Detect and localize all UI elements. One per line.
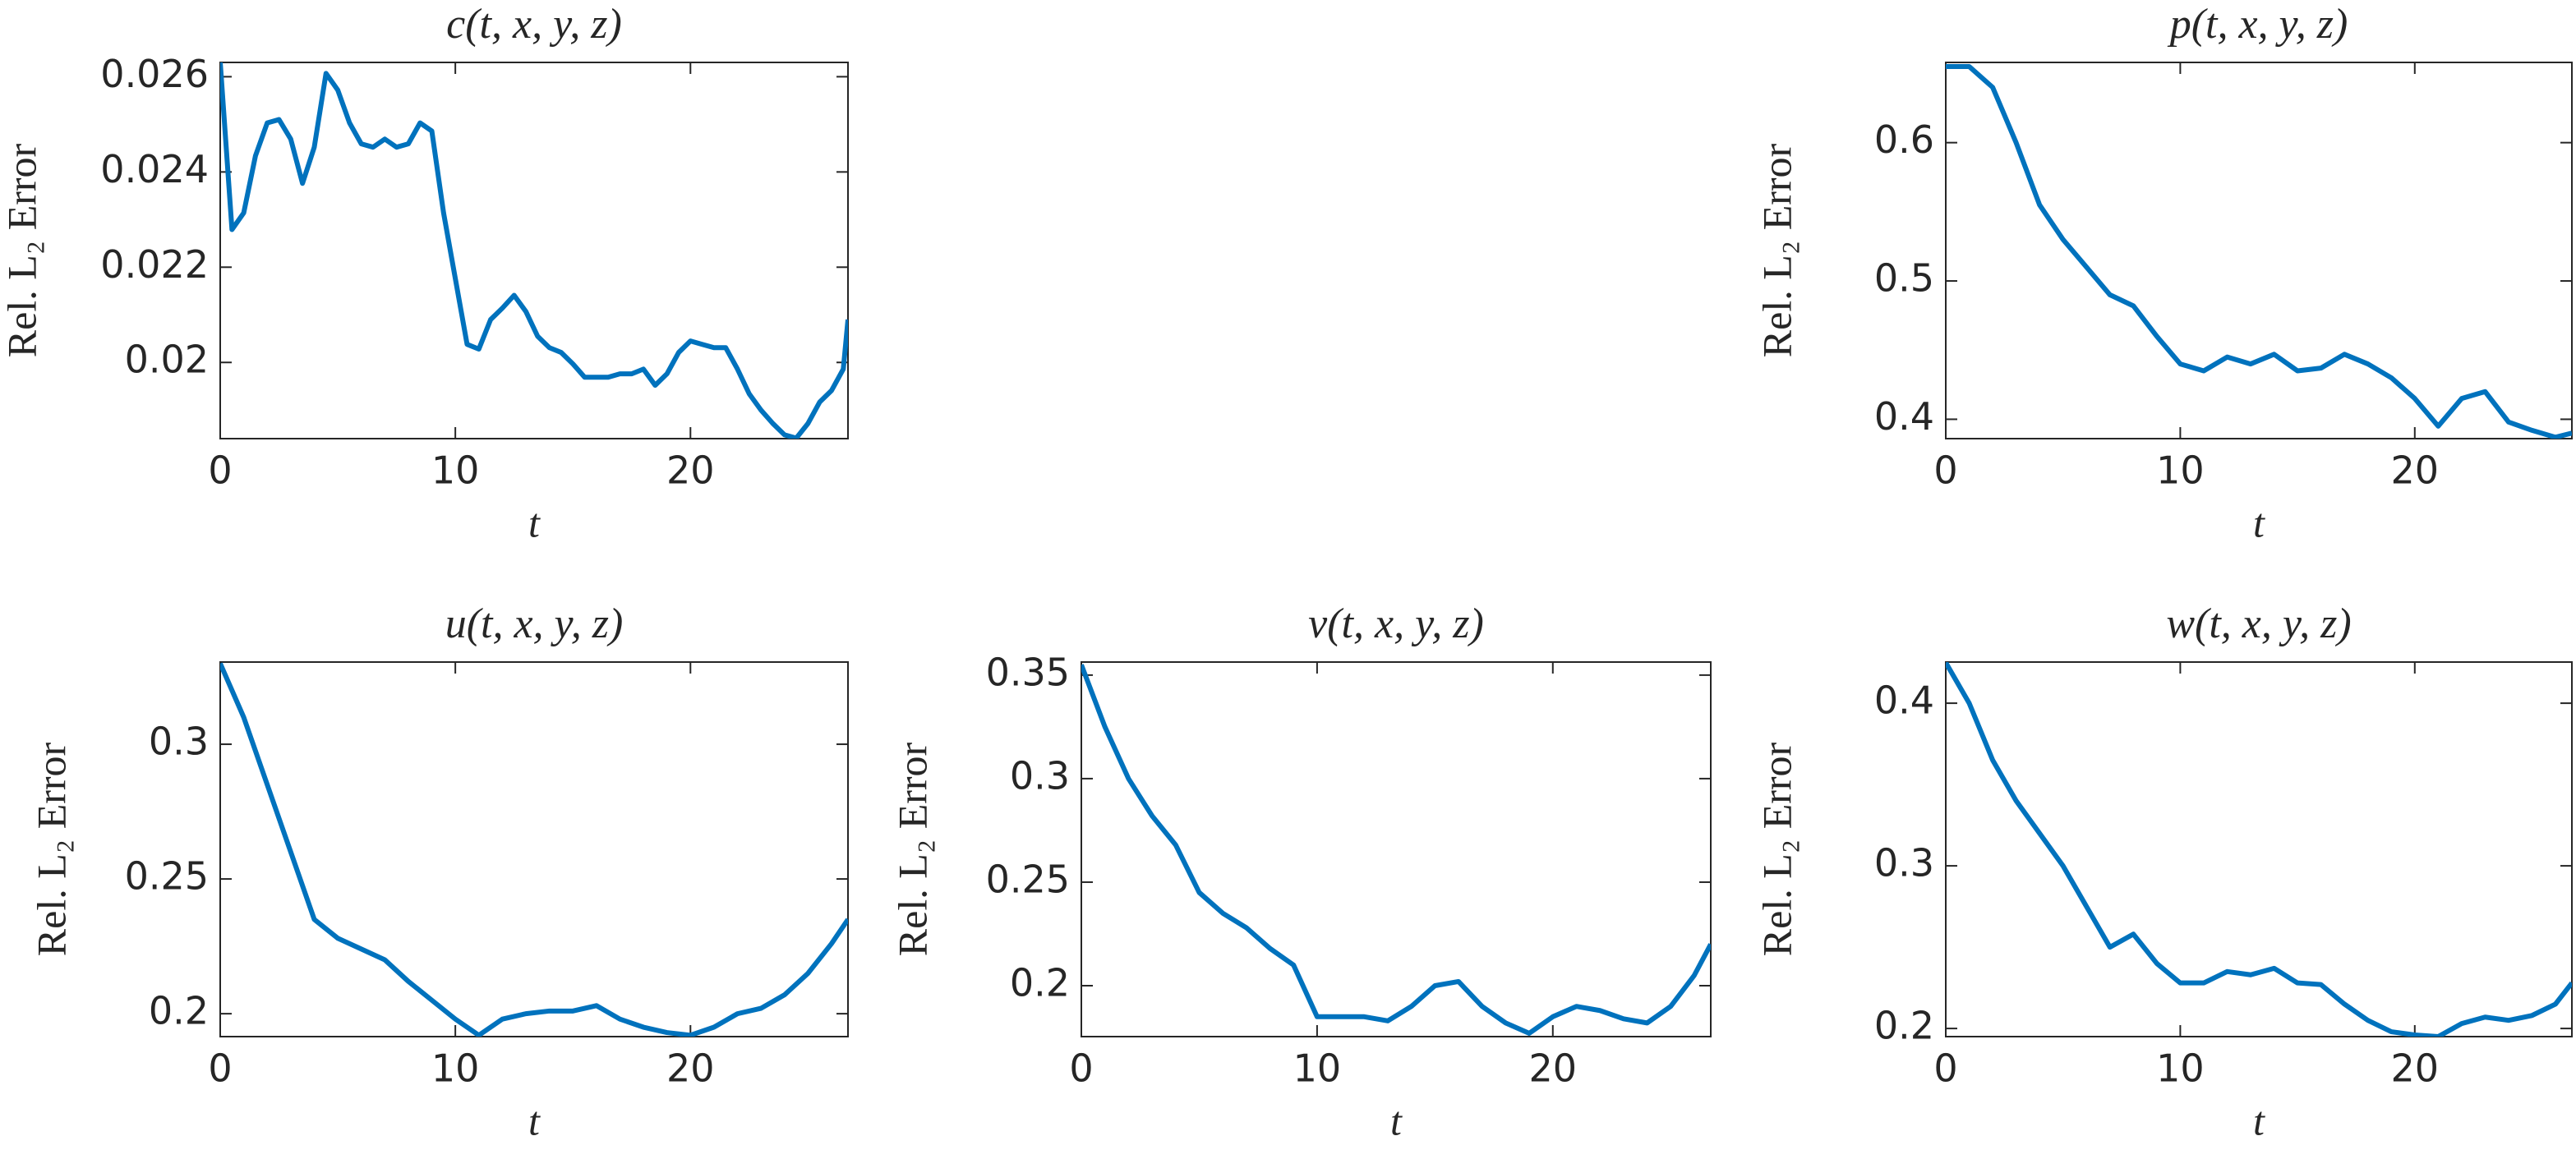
plot-area — [220, 662, 848, 1037]
data-line — [1081, 664, 1711, 1036]
x-tick-label: 10 — [1293, 1046, 1342, 1091]
plot-area — [1946, 662, 2572, 1037]
x-tick-label: 0 — [1933, 448, 1957, 493]
plot-area — [1081, 664, 1711, 1036]
y-tick-label: 0.4 — [1874, 394, 1934, 439]
y-tick-label: 0.5 — [1874, 256, 1934, 301]
axes-box — [219, 661, 849, 1037]
data-line — [220, 62, 848, 439]
x-tick-label: 0 — [1069, 1046, 1093, 1091]
y-tick-label: 0.022 — [100, 242, 209, 287]
x-tick-label: 20 — [2391, 1046, 2440, 1091]
y-tick-label: 0.3 — [1010, 753, 1070, 798]
x-tick-label: 20 — [1529, 1046, 1578, 1091]
x-axis-label: t — [528, 1097, 541, 1143]
x-tick-label: 0 — [208, 1046, 232, 1091]
x-tick-label: 10 — [431, 448, 480, 493]
x-tick-label: 10 — [431, 1046, 480, 1091]
y-tick-label: 0.6 — [1874, 117, 1934, 162]
chart-title: v(t, x, y, z) — [1308, 600, 1484, 647]
x-axis-label: t — [2253, 1097, 2265, 1143]
x-axis-label: t — [2253, 499, 2265, 545]
y-tick-label: 0.3 — [149, 720, 209, 764]
y-axis-label: Rel. L₂ Error — [28, 742, 74, 956]
y-tick-label: 0.2 — [149, 989, 209, 1033]
chart-title: u(t, x, y, z) — [445, 600, 624, 647]
data-line — [1946, 662, 2572, 1037]
axes-box — [1081, 661, 1712, 1037]
chart-title: w(t, x, y, z) — [2166, 600, 2351, 647]
chart-title: c(t, x, y, z) — [446, 1, 622, 48]
x-axis-label: t — [528, 499, 541, 545]
x-tick-label: 0 — [208, 448, 232, 493]
y-tick-label: 0.026 — [100, 52, 209, 96]
y-axis-label: Rel. L₂ Error — [889, 742, 935, 956]
plot-area — [220, 62, 848, 439]
x-tick-label: 20 — [666, 448, 715, 493]
data-line — [1946, 64, 2572, 439]
y-tick-label: 0.4 — [1874, 678, 1934, 723]
plot-area — [1946, 64, 2572, 439]
y-tick-label: 0.024 — [100, 147, 209, 191]
y-tick-label: 0.25 — [125, 854, 209, 899]
x-axis-label: t — [1390, 1097, 1403, 1143]
y-axis-label: Rel. L₂ Error — [1753, 742, 1800, 956]
y-tick-label: 0.2 — [1874, 1004, 1934, 1048]
y-tick-label: 0.2 — [1010, 960, 1070, 1005]
y-axis-label: Rel. L₂ Error — [1753, 143, 1800, 357]
axes-box — [1945, 62, 2573, 439]
y-tick-label: 0.35 — [986, 650, 1070, 694]
x-tick-label: 20 — [2391, 448, 2440, 493]
data-line — [220, 662, 848, 1037]
chart-title: p(t, x, y, z) — [2167, 1, 2348, 48]
x-tick-label: 10 — [2156, 448, 2205, 493]
y-tick-label: 0.02 — [125, 338, 209, 382]
y-axis-label: Rel. L₂ Error — [0, 143, 44, 357]
x-tick-label: 10 — [2156, 1046, 2205, 1091]
x-tick-label: 0 — [1933, 1046, 1957, 1091]
x-tick-label: 20 — [666, 1046, 715, 1091]
y-tick-label: 0.25 — [986, 857, 1070, 901]
y-tick-label: 0.3 — [1874, 841, 1934, 885]
axes-box — [219, 62, 849, 439]
axes-box — [1945, 661, 2573, 1037]
